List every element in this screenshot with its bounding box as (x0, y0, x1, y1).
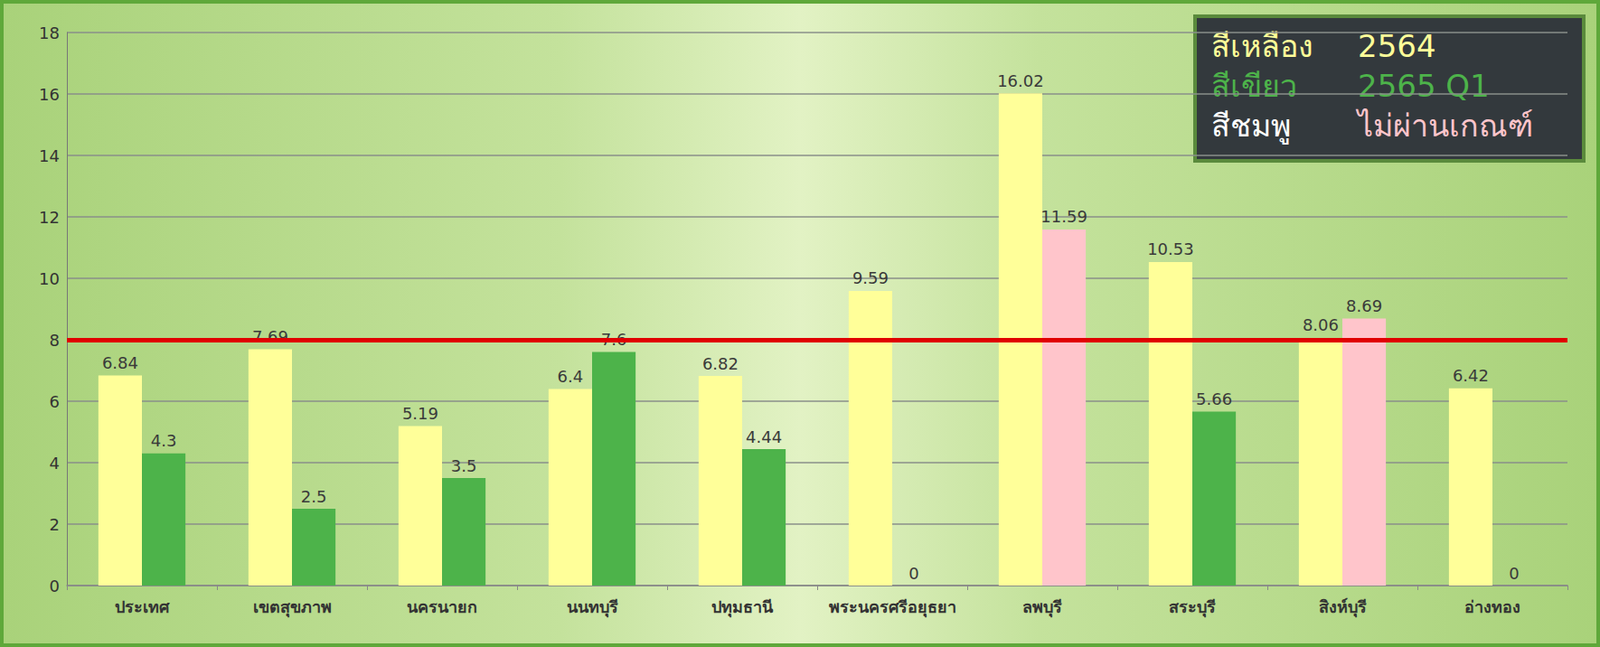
svg-text:8: 8 (49, 330, 60, 350)
svg-text:16.02: 16.02 (997, 71, 1045, 91)
svg-text:4.3: 4.3 (150, 431, 178, 451)
svg-text:8.06: 8.06 (1302, 315, 1339, 335)
svg-text:11.59: 11.59 (1040, 207, 1088, 226)
svg-text:6.4: 6.4 (557, 367, 584, 386)
svg-text:9.59: 9.59 (852, 268, 889, 288)
svg-text:5.19: 5.19 (402, 404, 439, 424)
svg-text:อ่างทอง: อ่างทอง (1464, 597, 1521, 617)
svg-text:นนทบุรี: นนทบุรี (566, 597, 619, 619)
svg-text:4.44: 4.44 (745, 427, 782, 447)
svg-text:2: 2 (49, 515, 60, 535)
svg-text:14: 14 (38, 146, 60, 166)
svg-text:นครนายก: นครนายก (406, 597, 478, 617)
svg-text:5.66: 5.66 (1195, 389, 1233, 409)
svg-text:2565 Q1: 2565 Q1 (1357, 67, 1490, 104)
svg-text:สีเหลือง: สีเหลือง (1211, 28, 1314, 65)
svg-text:ประเทศ: ประเทศ (114, 597, 170, 617)
svg-text:6: 6 (49, 392, 60, 412)
svg-text:สิงห์บุรี: สิงห์บุรี (1318, 597, 1367, 619)
svg-text:2.5: 2.5 (301, 487, 328, 507)
svg-text:18: 18 (38, 23, 60, 43)
svg-text:พระนครศรีอยุธยา: พระนครศรีอยุธยา (828, 597, 957, 619)
svg-text:16: 16 (38, 84, 60, 104)
svg-text:6.84: 6.84 (102, 353, 139, 373)
svg-text:10: 10 (38, 269, 60, 289)
svg-text:เขตสุขภาพ: เขตสุขภาพ (253, 597, 332, 619)
svg-text:6.82: 6.82 (702, 354, 739, 374)
svg-text:12: 12 (38, 207, 60, 227)
svg-text:สีเขียว: สีเขียว (1211, 67, 1298, 104)
svg-text:7.6: 7.6 (600, 330, 627, 350)
svg-text:4: 4 (49, 453, 60, 473)
svg-text:6.42: 6.42 (1452, 366, 1489, 386)
svg-text:ลพบุรี: ลพบุรี (1022, 597, 1063, 619)
svg-text:2564: 2564 (1357, 28, 1437, 65)
svg-text:7.69: 7.69 (252, 327, 289, 347)
svg-text:0: 0 (1508, 564, 1519, 584)
svg-text:8.69: 8.69 (1345, 296, 1383, 316)
svg-text:0: 0 (908, 564, 919, 584)
svg-text:สีชมพู: สีชมพู (1211, 107, 1291, 145)
svg-text:ปทุมธานี: ปทุมธานี (711, 597, 774, 619)
svg-text:3.5: 3.5 (451, 456, 478, 476)
svg-text:ไม่ผ่านเกณฑ์: ไม่ผ่านเกณฑ์ (1355, 107, 1534, 144)
svg-text:0: 0 (49, 576, 60, 596)
svg-text:10.53: 10.53 (1147, 239, 1195, 259)
svg-text:สระบุรี: สระบุรี (1168, 597, 1216, 619)
